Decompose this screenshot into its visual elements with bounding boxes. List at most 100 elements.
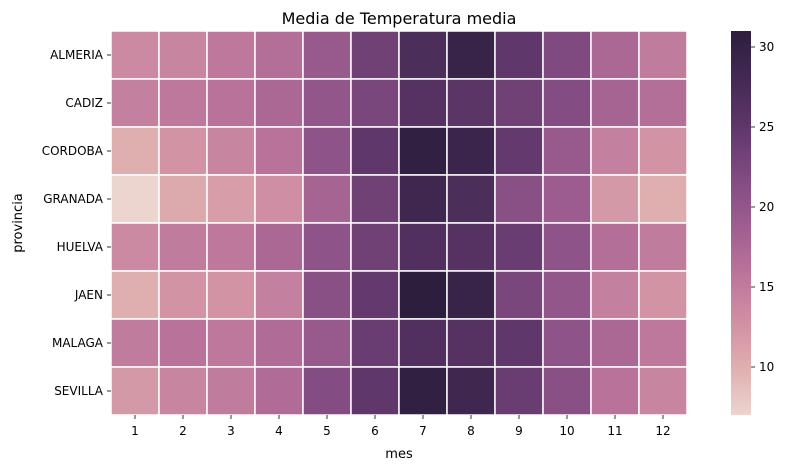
- colorbar-gradient: [731, 31, 751, 415]
- x-axis-ticks: 1 2 3 4 5 6 7 8 9 10 11 12: [131, 415, 671, 438]
- heatmap-cell-jaen-6: [350, 270, 400, 320]
- heatmap-cell-malaga-10: [542, 318, 592, 368]
- heatmap-cell-granada-8: [446, 174, 496, 224]
- heatmap-cell-malaga-6: [350, 318, 400, 368]
- heatmap-cell-almeria-12: [638, 30, 688, 80]
- heatmap-cell-granada-7: [398, 174, 448, 224]
- heatmap-cell-cordoba-3: [206, 126, 256, 176]
- heatmap-cell-cadiz-1: [110, 78, 160, 128]
- heatmap-cell-cordoba-7: [398, 126, 448, 176]
- x-tick-label: 1: [131, 424, 139, 438]
- heatmap-cell-cordoba-2: [158, 126, 208, 176]
- heatmap-cell-sevilla-3: [206, 366, 256, 416]
- colorbar-tick-label: 20: [759, 200, 774, 214]
- heatmap-cell-jaen-5: [302, 270, 352, 320]
- heatmap-cell-cadiz-6: [350, 78, 400, 128]
- heatmap-cell-malaga-8: [446, 318, 496, 368]
- colorbar-tick-label: 10: [759, 360, 774, 374]
- x-tick-label: 4: [275, 424, 283, 438]
- heatmap-cell-sevilla-8: [446, 366, 496, 416]
- heatmap-cell-almeria-3: [206, 30, 256, 80]
- y-tick-label: CORDOBA: [42, 144, 104, 158]
- heatmap-cell-cadiz-7: [398, 78, 448, 128]
- colorbar-tick-label: 30: [759, 40, 774, 54]
- heatmap-cell-jaen-9: [494, 270, 544, 320]
- heatmap-cell-jaen-8: [446, 270, 496, 320]
- heatmap-cell-cordoba-11: [590, 126, 640, 176]
- chart-title: Media de Temperatura media: [282, 9, 517, 28]
- heatmap-cell-malaga-9: [494, 318, 544, 368]
- heatmap-cell-sevilla-4: [254, 366, 304, 416]
- colorbar-tick-label: 25: [759, 120, 774, 134]
- heatmap-cell-sevilla-10: [542, 366, 592, 416]
- heatmap-cell-sevilla-12: [638, 366, 688, 416]
- heatmap-cell-granada-6: [350, 174, 400, 224]
- x-tick-label: 12: [655, 424, 670, 438]
- y-tick-label: ALMERIA: [50, 48, 104, 62]
- heatmap-cell-jaen-10: [542, 270, 592, 320]
- heatmap-cell-granada-2: [158, 174, 208, 224]
- heatmap-cell-cordoba-10: [542, 126, 592, 176]
- heatmap-cell-cordoba-1: [110, 126, 160, 176]
- heatmap-cell-huelva-3: [206, 222, 256, 272]
- heatmap-cell-granada-10: [542, 174, 592, 224]
- heatmap-cell-huelva-9: [494, 222, 544, 272]
- heatmap-cell-sevilla-9: [494, 366, 544, 416]
- x-tick-label: 10: [559, 424, 574, 438]
- heatmap-cell-cordoba-9: [494, 126, 544, 176]
- heatmap-cell-granada-3: [206, 174, 256, 224]
- x-tick-label: 9: [515, 424, 523, 438]
- heatmap-cell-granada-12: [638, 174, 688, 224]
- heatmap-cell-jaen-4: [254, 270, 304, 320]
- heatmap-cell-granada-5: [302, 174, 352, 224]
- heatmap-cell-almeria-6: [350, 30, 400, 80]
- colorbar-tick-label: 15: [759, 280, 774, 294]
- heatmap-cell-granada-9: [494, 174, 544, 224]
- heatmap-cell-huelva-5: [302, 222, 352, 272]
- heatmap-cell-granada-11: [590, 174, 640, 224]
- heatmap-cell-jaen-3: [206, 270, 256, 320]
- heatmap-cell-almeria-10: [542, 30, 592, 80]
- y-tick-label: CADIZ: [65, 96, 103, 110]
- heatmap-cell-jaen-12: [638, 270, 688, 320]
- heatmap-cell-cadiz-5: [302, 78, 352, 128]
- heatmap-cell-jaen-2: [158, 270, 208, 320]
- heatmap-cell-cadiz-3: [206, 78, 256, 128]
- heatmap-cell-jaen-1: [110, 270, 160, 320]
- heatmap-cell-almeria-9: [494, 30, 544, 80]
- x-tick-label: 11: [607, 424, 622, 438]
- heatmap-cell-cadiz-12: [638, 78, 688, 128]
- heatmap-cell-sevilla-11: [590, 366, 640, 416]
- heatmap-cell-huelva-12: [638, 222, 688, 272]
- heatmap-cell-sevilla-5: [302, 366, 352, 416]
- heatmap-cell-huelva-10: [542, 222, 592, 272]
- heatmap-cell-granada-1: [110, 174, 160, 224]
- heatmap-cell-huelva-2: [158, 222, 208, 272]
- y-axis-label: provincia: [11, 193, 26, 253]
- heatmap-cell-malaga-5: [302, 318, 352, 368]
- x-tick-label: 8: [467, 424, 475, 438]
- x-tick-label: 5: [323, 424, 331, 438]
- heatmap-cell-almeria-11: [590, 30, 640, 80]
- heatmap-cell-jaen-11: [590, 270, 640, 320]
- heatmap-cell-sevilla-6: [350, 366, 400, 416]
- heatmap-cell-sevilla-2: [158, 366, 208, 416]
- heatmap-cell-huelva-11: [590, 222, 640, 272]
- colorbar: 10 15 20 25 30: [731, 31, 774, 415]
- heatmap-cell-cordoba-12: [638, 126, 688, 176]
- heatmap-cell-malaga-12: [638, 318, 688, 368]
- heatmap-cell-cadiz-11: [590, 78, 640, 128]
- heatmap-cell-cadiz-4: [254, 78, 304, 128]
- heatmap-cell-almeria-2: [158, 30, 208, 80]
- heatmap-cell-malaga-3: [206, 318, 256, 368]
- heatmap-cell-granada-4: [254, 174, 304, 224]
- x-axis-label: mes: [385, 447, 413, 462]
- heatmap-cell-cadiz-9: [494, 78, 544, 128]
- y-tick-label: SEVILLA: [54, 384, 104, 398]
- y-tick-label: GRANADA: [43, 192, 104, 206]
- heatmap-cell-cordoba-8: [446, 126, 496, 176]
- heatmap-cell-cadiz-10: [542, 78, 592, 128]
- x-tick-label: 7: [419, 424, 427, 438]
- heatmap-cell-cadiz-8: [446, 78, 496, 128]
